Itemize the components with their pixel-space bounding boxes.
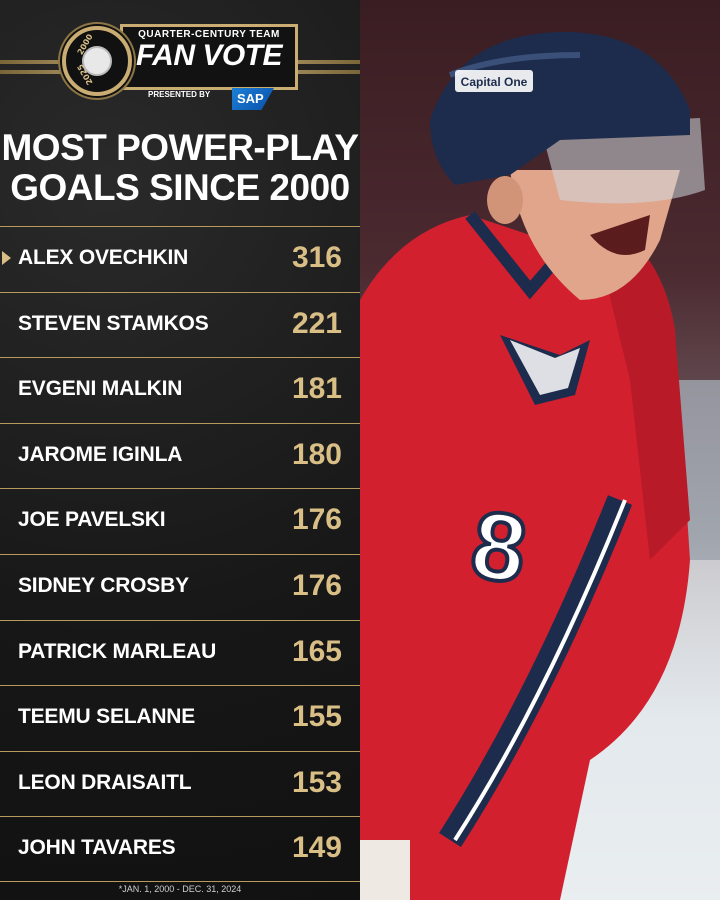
goal-count: 149 xyxy=(291,831,342,865)
glove xyxy=(360,840,410,900)
player-name: SIDNEY CROSBY xyxy=(18,573,189,597)
logo-top-line: QUARTER-CENTURY TEAM xyxy=(138,29,280,40)
presented-by-label: PRESENTED BY xyxy=(148,90,211,99)
player-name: STEVEN STAMKOS xyxy=(18,311,209,335)
player-name: JOE PAVELSKI xyxy=(18,508,166,532)
player-name: JAROME IGINLA xyxy=(18,442,183,466)
fan-vote-box: QUARTER-CENTURY TEAM FAN VOTE xyxy=(120,24,298,90)
leader-list: ALEX OVECHKIN 316 STEVEN STAMKOS 221 EVGENI … xyxy=(0,226,360,882)
jersey-body xyxy=(360,215,690,900)
player-ear xyxy=(487,176,523,224)
leader-row: ALEX OVECHKIN 316 xyxy=(0,226,360,292)
anniversary-badge: 2000 2025 xyxy=(62,26,132,96)
leader-row: JAROME IGINLA 180 xyxy=(0,422,360,489)
leader-row: EVGENI MALKIN 181 xyxy=(0,357,360,423)
goal-count: 155 xyxy=(291,700,342,734)
goal-count: 176 xyxy=(291,568,342,602)
headline: MOST POWER-PLAY GOALS SINCE 2000 xyxy=(0,128,360,208)
headline-line-2: GOALS SINCE 2000 xyxy=(10,167,350,208)
player-name: ALEX OVECHKIN xyxy=(18,246,189,269)
nhl-shield-icon xyxy=(82,46,112,76)
eagle-crest-inner xyxy=(510,340,580,395)
jersey-sleeve xyxy=(590,215,690,560)
goal-count: 153 xyxy=(291,765,342,799)
sponsor-logo: SAP xyxy=(232,88,274,110)
headline-line-1: MOST POWER-PLAY xyxy=(1,127,359,168)
player-illustration: Capital One 8 xyxy=(360,31,720,900)
player-name: TEEMU SELANNE xyxy=(18,705,196,729)
player-name: JOHN TAVARES xyxy=(18,836,176,860)
leader-row: TEEMU SELANNE 155 xyxy=(0,685,360,751)
player-mouth xyxy=(590,215,650,255)
player-name: EVGENI MALKIN xyxy=(18,377,183,401)
helmet-sponsor-text: Capital One xyxy=(461,75,528,89)
logo-title: FAN VOTE xyxy=(135,39,283,72)
player-photo: Capital One 8 xyxy=(360,0,720,900)
player-name: LEON DRAISAITL xyxy=(18,770,192,794)
goal-count: 316 xyxy=(291,241,342,274)
goal-count: 165 xyxy=(291,634,342,668)
fan-vote-logo: QUARTER-CENTURY TEAM FAN VOTE 2000 2025 … xyxy=(0,0,360,118)
leader-row: PATRICK MARLEAU 165 xyxy=(0,619,360,686)
footnote: *JAN. 1, 2000 - DEC. 31, 2024 xyxy=(118,884,242,894)
leader-row: LEON DRAISAITL 153 xyxy=(0,750,360,817)
helmet-visor xyxy=(540,118,705,204)
goal-count: 221 xyxy=(291,306,342,340)
goal-count: 180 xyxy=(291,437,342,471)
leader-row: JOHN TAVARES 149 xyxy=(0,816,360,882)
leader-row: JOE PAVELSKI 176 xyxy=(0,488,360,554)
leaderboard-panel: QUARTER-CENTURY TEAM FAN VOTE 2000 2025 … xyxy=(0,0,360,900)
leader-marker-icon xyxy=(2,251,11,265)
helmet-decal xyxy=(455,70,533,92)
goal-count: 181 xyxy=(291,372,342,406)
jersey-stripe-trim xyxy=(453,499,627,842)
goal-count: 176 xyxy=(291,503,342,537)
player-name: PATRICK MARLEAU xyxy=(18,639,217,663)
leader-row: SIDNEY CROSBY 176 xyxy=(0,553,360,620)
leader-row: STEVEN STAMKOS 221 xyxy=(0,291,360,358)
jersey-stripe xyxy=(439,495,633,848)
